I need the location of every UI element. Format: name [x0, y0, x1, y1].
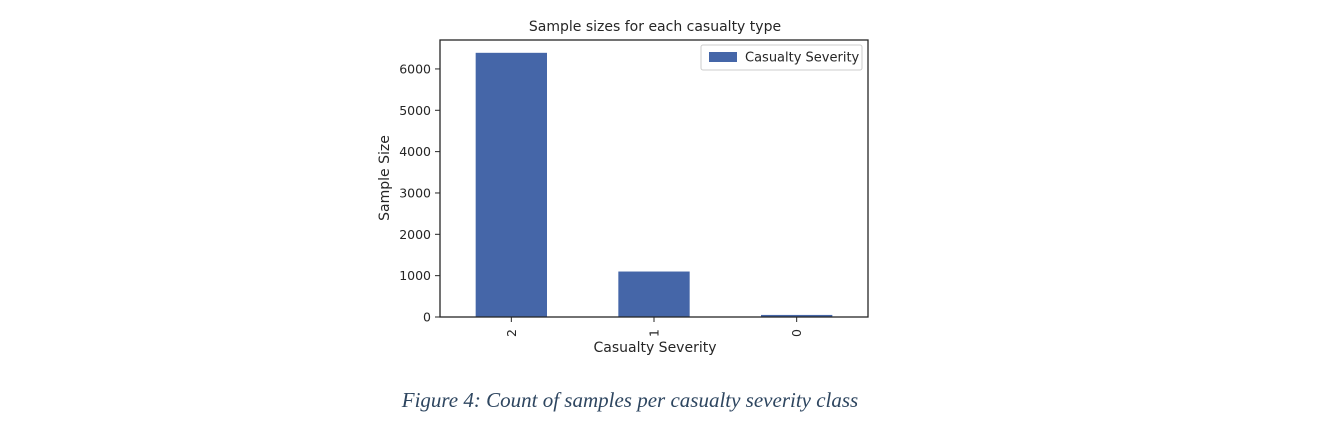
plot-frame [439, 39, 869, 318]
y-tick-label: 0 [423, 310, 431, 325]
bar-chart: Sample sizes for each casualty type 0100… [377, 19, 869, 356]
x-axis: 2 1 0 [504, 317, 804, 337]
bar-2 [475, 52, 547, 318]
x-tick-label: 1 [647, 329, 662, 337]
y-axis: 0 1000 2000 3000 4000 5000 6000 [399, 61, 440, 325]
plot-area [475, 52, 833, 318]
y-tick-label: 2000 [399, 227, 431, 242]
legend: Casualty Severity [700, 44, 863, 71]
y-tick-label: 6000 [399, 61, 431, 76]
y-axis-label: Sample Size [377, 135, 393, 221]
y-tick-label: 5000 [399, 103, 431, 118]
x-axis-label: Casualty Severity [593, 340, 716, 356]
x-tick-label: 0 [789, 329, 804, 337]
figure-caption: Figure 4: Count of samples per casualty … [401, 388, 859, 412]
y-tick-label: 1000 [399, 268, 431, 283]
y-tick-label: 4000 [399, 144, 431, 159]
legend-label: Casualty Severity [745, 51, 860, 66]
x-tick-label: 2 [504, 329, 519, 337]
y-tick-label: 3000 [399, 185, 431, 200]
legend-box [700, 44, 863, 71]
legend-swatch [709, 52, 737, 62]
chart-title: Sample sizes for each casualty type [529, 19, 781, 35]
bar-0 [761, 314, 833, 317]
bar-1 [618, 271, 690, 317]
